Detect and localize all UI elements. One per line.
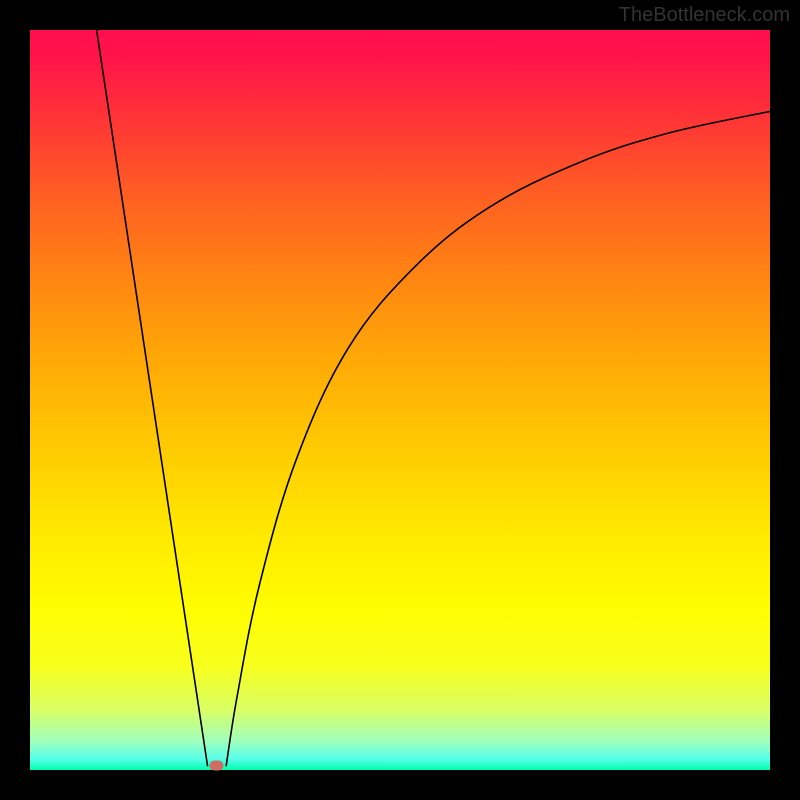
minimum-marker xyxy=(209,761,223,771)
plot-background xyxy=(30,30,770,770)
chart-container: TheBottleneck.com xyxy=(0,0,800,800)
watermark-text: TheBottleneck.com xyxy=(619,4,790,27)
bottleneck-curve-chart xyxy=(0,0,800,800)
